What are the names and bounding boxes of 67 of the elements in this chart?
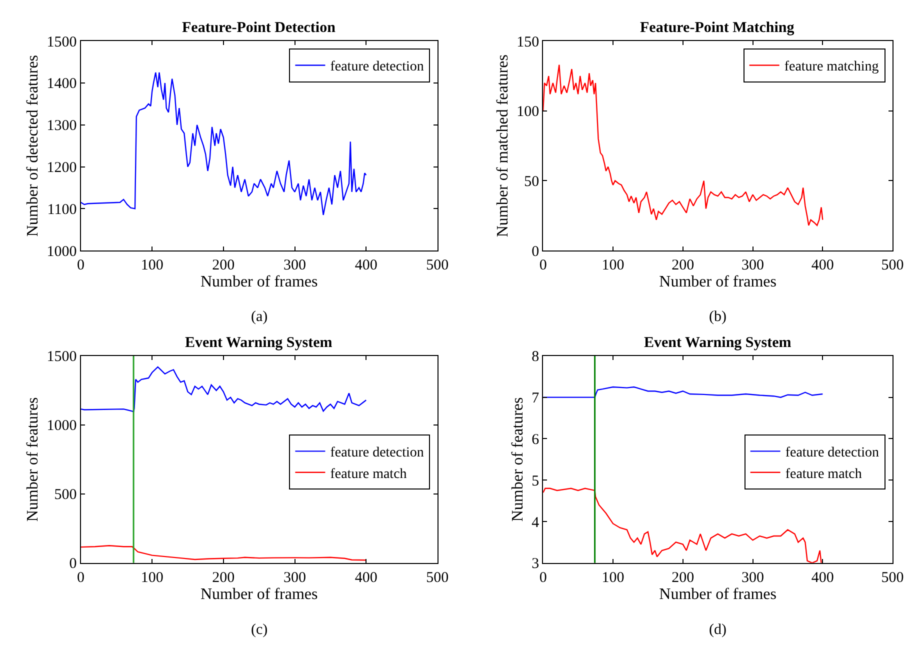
y-tick-label: 150: [516, 34, 540, 50]
legend-label: feature detection: [330, 60, 424, 75]
line-series: [80, 72, 367, 216]
y-tick-label: 500: [54, 487, 77, 504]
x-axis-title: Number of frames: [200, 274, 318, 291]
x-tick-label: 400: [811, 258, 834, 274]
x-axis-title: Number of frames: [200, 586, 318, 603]
y-tick-label: 1000: [46, 418, 77, 434]
line-series: [80, 545, 367, 561]
x-tick-label: 100: [140, 570, 164, 586]
legend-label: feature match: [785, 466, 862, 482]
y-tick-label: 0: [69, 556, 77, 572]
x-axis-title: Number of frames: [659, 586, 776, 603]
x-tick-label: 300: [742, 258, 764, 274]
x-tick-label: 400: [354, 258, 378, 274]
x-tick-label: 500: [881, 258, 904, 274]
legend-label: feature detection: [330, 446, 424, 461]
y-tick-label: 4: [532, 514, 540, 531]
y-axis-title: Number of matched features: [494, 54, 512, 238]
y-tick-label: 6: [532, 432, 540, 448]
legend-label: feature match: [330, 466, 407, 482]
y-axis-title: Number of features: [509, 397, 526, 522]
chart-title: Feature-Point Matching: [640, 20, 795, 36]
y-axis-title: Number of features: [24, 397, 42, 522]
x-tick-label: 300: [284, 258, 306, 274]
chart-title: Event Warning System: [644, 335, 792, 351]
x-tick-label: 300: [284, 570, 306, 586]
x-tick-label: 200: [672, 258, 694, 274]
x-tick-label: 500: [426, 258, 449, 274]
y-tick-label: 1000: [46, 244, 77, 260]
y-tick-label: 1300: [46, 118, 77, 134]
chart-title: Event Warning System: [185, 335, 333, 351]
y-tick-label: 7: [532, 390, 540, 407]
text: (d): [709, 622, 726, 638]
line-series: [543, 386, 824, 398]
x-tick-label: 500: [426, 570, 449, 586]
x-tick-label: 100: [602, 570, 624, 586]
y-tick-label: 1400: [46, 76, 77, 92]
line-series: [80, 366, 367, 412]
y-axis-title: Number of detected features: [24, 54, 42, 237]
legend-label: feature matching: [784, 60, 879, 75]
line-series: [543, 488, 822, 563]
x-tick-label: 200: [672, 570, 694, 586]
y-tick-label: 3: [532, 556, 540, 572]
legend-label: feature detection: [785, 446, 879, 461]
y-tick-label: 1500: [46, 34, 77, 50]
y-tick-label: 1500: [46, 349, 77, 366]
text: (b): [709, 309, 726, 325]
x-tick-label: 500: [881, 570, 904, 586]
x-tick-label: 200: [212, 570, 235, 586]
x-axis-title: Number of frames: [659, 274, 776, 291]
x-tick-label: 400: [354, 570, 378, 586]
x-tick-label: 300: [742, 570, 764, 586]
text: (a): [251, 309, 268, 325]
chart-title: Feature-Point Detection: [182, 20, 336, 36]
y-tick-label: 0: [532, 244, 540, 260]
x-tick-label: 100: [602, 258, 624, 274]
y-tick-label: 100: [516, 104, 540, 120]
y-tick-label: 8: [532, 349, 540, 366]
x-tick-label: 200: [212, 258, 235, 274]
y-tick-label: 50: [524, 174, 540, 190]
y-tick-label: 1200: [46, 160, 77, 176]
x-tick-label: 400: [811, 570, 834, 586]
y-tick-label: 1100: [47, 202, 77, 218]
text: (c): [251, 622, 268, 638]
x-tick-label: 100: [140, 258, 164, 274]
y-tick-label: 5: [532, 473, 540, 490]
